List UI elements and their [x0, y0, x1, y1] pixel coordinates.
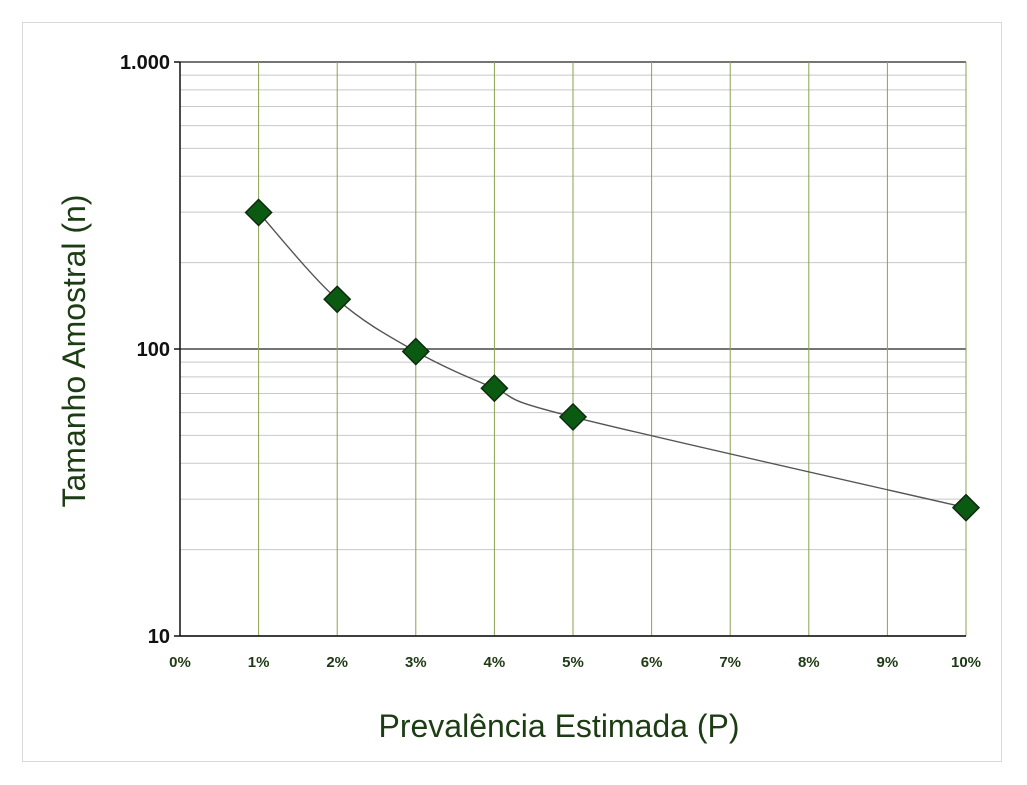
y-tick-label: 100 — [137, 339, 170, 361]
x-tick-label: 0% — [169, 654, 191, 671]
x-tick-label: 7% — [719, 654, 741, 671]
data-point-marker — [323, 285, 352, 314]
x-tick-label: 4% — [484, 654, 506, 671]
x-tick-label: 5% — [562, 654, 584, 671]
chart-svg: 10 100 1.000 0% 1% 2% 3% 4% 5% 6% 7% 8% 9% 10% Preval… — [56, 52, 981, 744]
chart-frame: 10 100 1.000 0% 1% 2% 3% 4% 5% 6% 7% 8% 9% 10% Preval… — [22, 22, 1002, 762]
x-tick-label: 1% — [248, 654, 270, 671]
data-point-marker — [244, 198, 273, 227]
data-point-marker — [558, 402, 588, 431]
data-point-marker — [480, 374, 509, 403]
grid-layer — [180, 61, 967, 637]
x-tick-label: 3% — [405, 654, 427, 671]
y-axis-title: Tamanho Amostral (n) — [56, 194, 92, 507]
x-tick-label: 8% — [798, 654, 820, 671]
x-tick-label: 9% — [877, 654, 899, 671]
axis-layer — [174, 61, 966, 637]
data-point-marker — [401, 337, 430, 366]
x-axis-title: Prevalência Estimada (P) — [378, 708, 739, 744]
x-tick-label: 2% — [326, 654, 348, 671]
y-tick-label: 10 — [148, 626, 170, 648]
tick-layer: 10 100 1.000 0% 1% 2% 3% 4% 5% 6% 7% 8% 9% 10% — [120, 52, 981, 671]
x-tick-label: 6% — [641, 654, 663, 671]
data-point-marker — [951, 493, 981, 522]
marker-layer — [244, 198, 981, 522]
x-tick-label: 10% — [951, 654, 981, 671]
y-tick-label: 1.000 — [120, 52, 170, 74]
